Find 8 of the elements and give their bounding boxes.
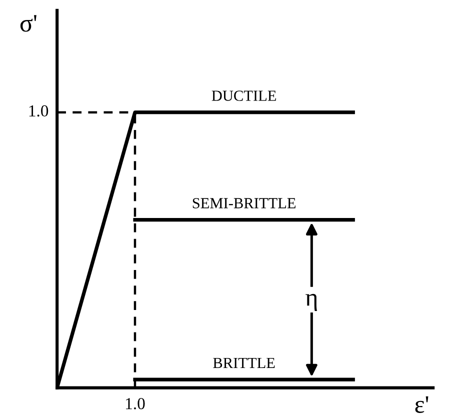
- text: 1.0: [126, 398, 145, 410]
- x-axis-title: ε': [415, 396, 428, 413]
- annotation: η: [306, 294, 317, 311]
- series-label: SEMI-BRITTLE: [192, 198, 296, 208]
- legend-label: BRITTLE: [213, 358, 275, 368]
- y-axis-title: σ': [20, 15, 36, 32]
- series-label: DUCTILE: [212, 90, 276, 101]
- ref-line-label: 1.0: [29, 105, 48, 117]
